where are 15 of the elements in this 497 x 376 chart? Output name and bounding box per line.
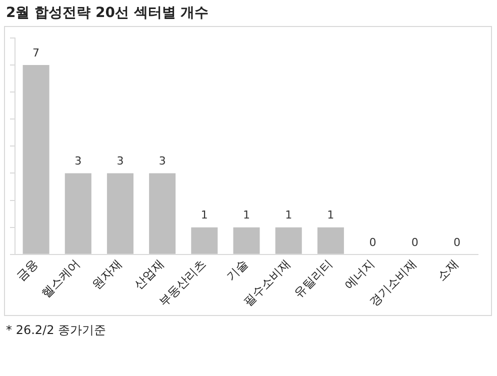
text: * 26.2/2 종가기준 [6, 322, 106, 339]
data-label: 1 [327, 208, 334, 222]
data-label: 3 [116, 154, 124, 168]
data-label: 7 [32, 46, 40, 60]
data-label: 3 [74, 154, 82, 168]
x-tick-label: 금융 [14, 256, 40, 284]
data-label: 1 [285, 208, 292, 222]
data-label: 3 [158, 154, 166, 168]
data-label: 1 [200, 208, 208, 222]
data-label: 0 [411, 236, 418, 249]
x-tick-label: 소재 [434, 256, 462, 284]
data-label: 1 [243, 208, 250, 222]
data-label: 0 [369, 236, 376, 249]
data-label: 0 [453, 236, 460, 249]
chart-title: 2월 합성전략 20선 섹터별 개수 [6, 4, 209, 22]
